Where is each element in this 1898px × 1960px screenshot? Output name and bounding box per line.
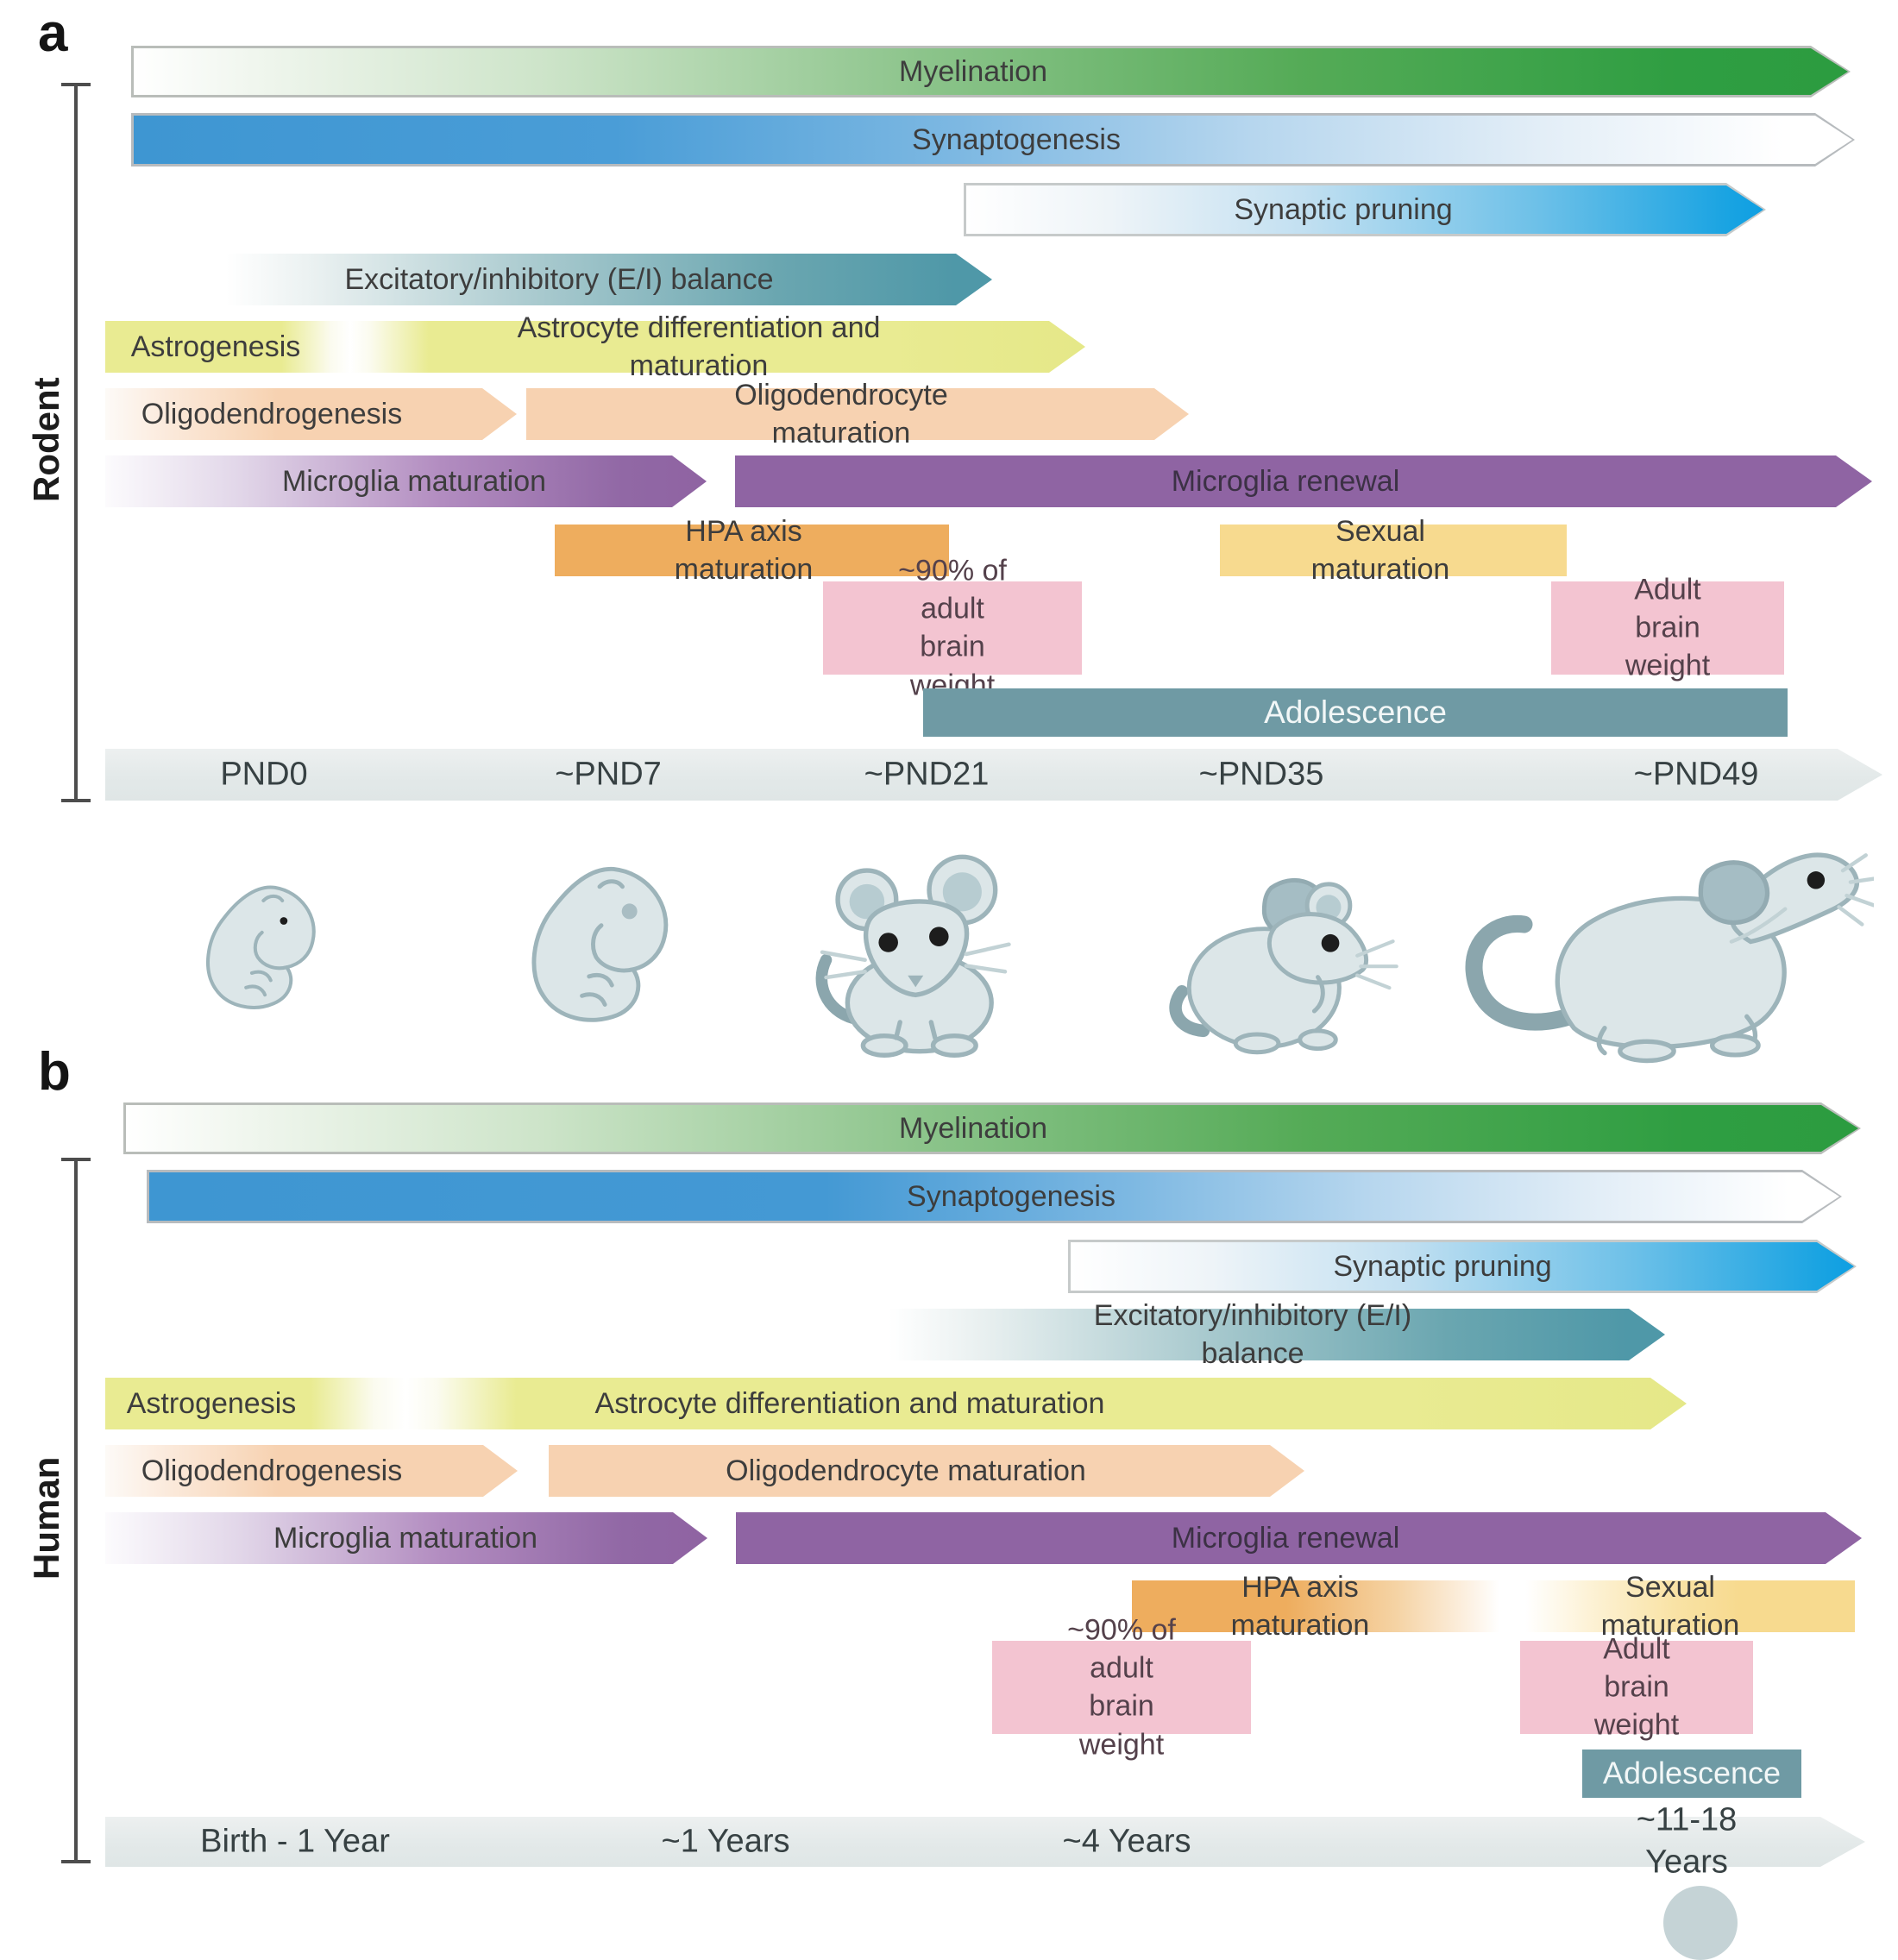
- astrogenesis-bar: Astrogenesis Astrocyte differentiation an…: [105, 1378, 1687, 1429]
- myelination-bar: Myelination: [131, 46, 1851, 97]
- adolescent-mouse-illustration: [1154, 863, 1406, 1059]
- timeline-axis: PND0 ~PND7 ~PND21 ~PND35 ~PND49: [105, 749, 1882, 801]
- timeline-axis-label: PND0: [220, 756, 308, 793]
- oligodendrocyte-maturation-bar-label: Oligodendrocyte maturation: [726, 1454, 1086, 1487]
- oligodendrocyte-maturation-bar: Oligodendrocyte maturation: [549, 1445, 1304, 1497]
- panel-a-bracket: [61, 83, 91, 802]
- synaptic-pruning-bar-label: Synaptic pruning: [1333, 1249, 1552, 1283]
- hpa-axis-maturation-box: HPA axis maturation: [555, 515, 949, 586]
- astrogenesis-bar-label: Astrocyte differentiation and maturation: [594, 1386, 1105, 1420]
- timeline-axis-label: ~4 Years: [1062, 1823, 1191, 1860]
- astrogenesis-bar-label: Astrogenesis: [130, 330, 301, 363]
- decorative-circle: [1663, 1886, 1738, 1960]
- synaptogenesis-bar-label: Synaptogenesis: [912, 122, 1121, 156]
- newborn-pup-illustration: [188, 864, 333, 1018]
- astrogenesis-bar-label: Astrogenesis: [126, 1386, 297, 1420]
- synaptic-pruning-bar-label: Synaptic pruning: [1234, 192, 1453, 226]
- microglia-renewal-bar: Microglia renewal: [736, 1512, 1862, 1564]
- hpa-axis-maturation-box-label: HPA axis maturation: [674, 514, 814, 586]
- microglia-maturation-bar-label: Microglia maturation: [273, 1521, 538, 1555]
- oligodendrogenesis-bar-label: Oligodendrogenesis: [141, 1454, 403, 1487]
- adolescence-bar: Adolescence: [923, 688, 1788, 737]
- microglia-maturation-bar: Microglia maturation: [105, 1512, 707, 1564]
- timeline-axis-label: ~1 Years: [661, 1823, 790, 1860]
- oligodendrogenesis-bar: Oligodendrogenesis: [105, 1445, 518, 1497]
- synaptogenesis-bar: Synaptogenesis: [131, 113, 1855, 166]
- oligodendrogenesis-bar-label: Oligodendrogenesis: [141, 397, 403, 430]
- microglia-maturation-bar-label: Microglia maturation: [281, 464, 547, 498]
- panel-b-bracket: [61, 1158, 91, 1863]
- myelination-bar-label: Myelination: [899, 1111, 1047, 1145]
- timeline-axis-label: ~PND49: [1633, 756, 1759, 793]
- timeline-axis-label: Birth - 1 Year: [200, 1823, 390, 1860]
- synaptogenesis-bar: Synaptogenesis: [147, 1170, 1842, 1223]
- timeline-axis-label: ~11-18 Years: [1636, 1801, 1738, 1881]
- adult-brain-weight-box-label: Adult brain weight: [1625, 573, 1711, 683]
- ei-balance-bar: Excitatory/inhibitory (E/I) balance: [889, 1299, 1665, 1370]
- synaptogenesis-bar-label: Synaptogenesis: [907, 1179, 1116, 1213]
- microglia-maturation-bar: Microglia maturation: [105, 455, 707, 507]
- adult-brain-weight-box: Adult brain weight: [1520, 1633, 1753, 1742]
- sexual-maturation-box: Sexual maturation: [1220, 515, 1567, 586]
- sexual-maturation-box-label: Sexual maturation: [1600, 1570, 1740, 1642]
- timeline-axis-label: ~PND7: [555, 756, 662, 793]
- panel-a-letter: a: [38, 3, 68, 63]
- myelination-bar: Myelination: [123, 1102, 1861, 1154]
- hpa-axis-maturation-box: HPA axis maturation: [1132, 1571, 1499, 1642]
- infant-pup-illustration: [507, 850, 692, 1026]
- adult-brain-weight-90-box: ~90% of adult brain weight: [992, 1614, 1251, 1761]
- timeline-axis: Birth - 1 Year ~1 Years ~4 Years ~11-18 Yea…: [105, 1802, 1865, 1881]
- astrogenesis-bar: Astrogenesis Astrocyte differentiation an…: [105, 311, 1085, 382]
- timeline-axis-label: ~PND35: [1198, 756, 1324, 793]
- panel-b-letter: b: [38, 1042, 71, 1102]
- hpa-axis-maturation-box-label: HPA axis maturation: [1230, 1570, 1370, 1642]
- adult-mouse-illustration: [1455, 844, 1880, 1065]
- ei-balance-bar: Excitatory/inhibitory (E/I) balance: [226, 254, 992, 305]
- microglia-renewal-bar: Microglia renewal: [735, 455, 1872, 507]
- microglia-renewal-bar-label: Microglia renewal: [1171, 464, 1400, 498]
- oligodendrocyte-maturation-bar: Oligodendrocyte maturation: [526, 379, 1189, 449]
- astrogenesis-bar-label: Astrocyte differentiation and maturation: [517, 311, 881, 382]
- adult-brain-weight-box-label: Adult brain weight: [1593, 1632, 1680, 1743]
- juvenile-mouse-illustration: [807, 847, 1021, 1061]
- sexual-maturation-box-label: Sexual maturation: [1310, 514, 1450, 586]
- timeline-axis-label: ~PND21: [864, 756, 990, 793]
- panel-b-rows: Myelination Synaptogenesis Synaptic prunin…: [0, 0, 1898, 1881]
- adult-brain-weight-90-box-label: ~90% of adult brain weight: [1067, 1613, 1176, 1762]
- synaptic-pruning-bar: Synaptic pruning: [964, 183, 1766, 236]
- microglia-renewal-bar-label: Microglia renewal: [1171, 1521, 1400, 1555]
- ei-balance-bar-label: Excitatory/inhibitory (E/I) balance: [1093, 1298, 1412, 1370]
- adolescence-bar-label: Adolescence: [1264, 694, 1447, 730]
- myelination-bar-label: Myelination: [899, 54, 1047, 88]
- adult-brain-weight-box: Adult brain weight: [1551, 574, 1784, 682]
- ei-balance-bar-label: Excitatory/inhibitory (E/I) balance: [344, 262, 774, 296]
- sexual-maturation-box: Sexual maturation: [1525, 1571, 1855, 1642]
- adolescence-bar: Adolescence: [1582, 1750, 1801, 1798]
- oligodendrocyte-maturation-bar-label: Oligodendrocyte maturation: [734, 378, 948, 449]
- oligodendrogenesis-bar: Oligodendrogenesis: [105, 388, 517, 440]
- panel-a-rows: Myelination Synaptogenesis Synaptic prunin…: [0, 0, 1898, 1898]
- adult-brain-weight-90-box: ~90% of adult brain weight: [823, 555, 1082, 701]
- adolescence-bar-label: Adolescence: [1602, 1755, 1782, 1791]
- synaptic-pruning-bar: Synaptic pruning: [1068, 1240, 1857, 1293]
